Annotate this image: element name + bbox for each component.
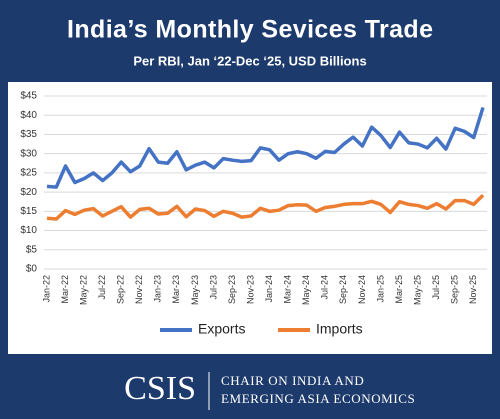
x-tick-label: May-24: [301, 275, 311, 305]
footer-logo: CSIS: [124, 370, 196, 407]
y-tick-label: $30: [20, 148, 37, 159]
x-tick-label: Jul-24: [320, 275, 330, 300]
series-line: [46, 193, 485, 221]
x-tick-label: Jul-22: [97, 275, 107, 300]
x-tick-label: Mar-24: [283, 275, 293, 304]
chart-title: India’s Monthly Sevices Trade: [67, 16, 433, 44]
x-tick-label: Jan-23: [153, 275, 163, 303]
plot-panel: [8, 82, 492, 354]
x-tick-label: May-22: [78, 275, 88, 305]
x-tick-label: Nov-23: [245, 275, 255, 304]
x-tick-label: Jan-25: [375, 275, 385, 303]
x-tick-label: Sep-25: [450, 275, 460, 304]
x-tick-label: Sep-23: [227, 275, 237, 304]
y-tick-label: $45: [20, 91, 37, 102]
x-tick-label: Jul-23: [208, 275, 218, 300]
y-tick-label: $35: [20, 129, 37, 140]
y-tick-label: $25: [20, 168, 37, 179]
y-tick-label: $0: [26, 264, 38, 275]
x-tick-label: Sep-22: [116, 275, 126, 304]
x-tick-label: May-23: [190, 275, 200, 305]
y-tick-label: $40: [20, 110, 37, 121]
y-tick-label: $5: [26, 244, 38, 255]
y-tick-label: $20: [20, 187, 37, 198]
x-tick-label: Jan-24: [264, 275, 274, 303]
footer-line: CHAIR ON INDIA AND: [221, 373, 364, 388]
x-tick-label: Nov-22: [134, 275, 144, 304]
x-tick-label: Jul-25: [431, 275, 441, 300]
x-tick-label: Mar-25: [394, 275, 404, 304]
chart-subtitle: Per RBI, Jan ‘22-Dec ‘25, USD Billions: [133, 53, 366, 68]
x-tick-label: Nov-25: [468, 275, 478, 304]
x-tick-label: Mar-23: [171, 275, 181, 304]
x-tick-label: Mar-22: [60, 275, 70, 304]
legend-label: Imports: [316, 321, 363, 337]
footer-line: EMERGING ASIA ECONOMICS: [221, 391, 415, 406]
x-tick-label: May-25: [412, 275, 422, 305]
x-tick-label: Nov-24: [357, 275, 367, 304]
x-tick-label: Jan-22: [41, 275, 51, 303]
series-line: [46, 107, 485, 189]
y-tick-label: $15: [20, 206, 37, 217]
legend-label: Exports: [198, 321, 245, 337]
y-tick-label: $10: [20, 225, 37, 236]
x-tick-label: Sep-24: [338, 275, 348, 304]
